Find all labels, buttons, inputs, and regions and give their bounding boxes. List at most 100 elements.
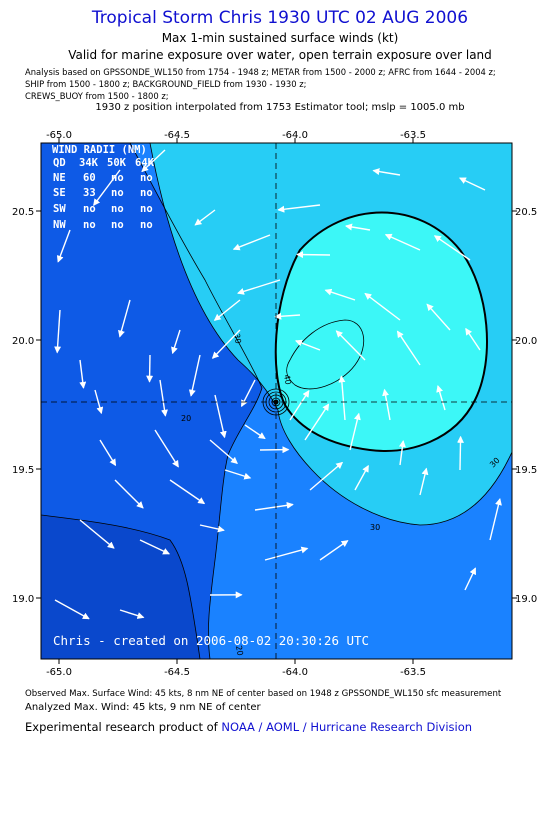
wind-vector-arrow: [398, 440, 406, 466]
wind-radii-cell: no: [140, 187, 153, 199]
y-tick-label-right: 19.0: [515, 594, 537, 605]
wind-radii-cell: no: [111, 172, 124, 184]
wind-vector-arrow: [114, 479, 144, 509]
wind-vector-arrow: [141, 149, 166, 173]
y-tick-label-left: 20.5: [12, 207, 34, 218]
wind-radii-cell: 60: [83, 172, 96, 184]
wind-vector-arrow: [237, 279, 281, 295]
x-tick-label-top: -64.5: [164, 130, 190, 141]
wind-radii-col: QD: [53, 157, 66, 169]
wind-radii-cell: no: [111, 203, 124, 215]
wind-vector-arrow: [349, 412, 361, 451]
x-tick-label-bottom: -65.0: [46, 667, 72, 678]
wind-vector-arrow: [224, 469, 252, 480]
wind-vector-arrow: [489, 498, 502, 541]
wind-radii-cell: 33: [83, 187, 96, 199]
wind-vector-arrow: [154, 429, 179, 468]
wind-vector-arrow: [118, 299, 131, 338]
credit-prefix: Experimental research product of: [25, 720, 218, 734]
wind-vector-arrow: [277, 204, 321, 213]
map-subtitle: Max 1-min sustained surface winds (kt): [161, 31, 399, 45]
contour-label: 20: [234, 645, 245, 657]
wind-vector-arrow: [309, 461, 344, 491]
wind-vector-arrow: [244, 424, 266, 440]
x-tick-label-bottom: -64.0: [282, 667, 308, 678]
analysis-sources-line-3: CREWS_BUOY from 1500 - 1800 z;: [25, 91, 169, 101]
wind-vector-arrow: [99, 439, 117, 467]
contour-label: 30: [232, 333, 243, 345]
wind-radii-cell: SW: [53, 203, 66, 215]
wind-vector-arrow: [433, 235, 471, 261]
x-tick-label-top: -65.0: [46, 130, 72, 141]
wind-radii-cell: SE: [53, 187, 66, 199]
wind-vector-arrow: [426, 303, 451, 331]
analysis-sources-line-2: SHIP from 1500 - 1800 z; BACKGROUND_FIEL…: [25, 79, 307, 89]
wind-vector-arrow: [436, 385, 446, 411]
contour-20-south: [41, 514, 201, 659]
x-tick-label-bottom: -64.5: [164, 667, 190, 678]
wind-vector-arrow: [372, 168, 401, 176]
wind-vector-arrow: [93, 169, 121, 207]
wind-vector-arrow: [464, 567, 477, 591]
wind-vector-arrow: [465, 327, 481, 351]
wind-vector-arrow: [94, 389, 104, 415]
wind-vector-arrow: [289, 390, 310, 421]
contour-20: [129, 143, 263, 659]
wind-radii-col: 34K: [79, 157, 99, 169]
wind-vector-arrow: [419, 467, 429, 496]
wind-radii-cell: no: [83, 219, 96, 231]
contour-inner: [286, 319, 364, 390]
map-frame: [40, 142, 513, 660]
y-tick-label-left: 19.0: [12, 594, 34, 605]
wind-vector-arrow: [338, 375, 346, 421]
wind-vector-arrow: [296, 251, 331, 259]
wind-vector-arrow: [396, 330, 421, 366]
wind-vector-arrow: [213, 299, 241, 321]
contour-40: [274, 211, 488, 452]
x-tick-label-top: -63.5: [400, 130, 426, 141]
wind-vector-arrow: [274, 312, 301, 320]
wind-vector-arrow: [171, 329, 181, 355]
wind-radii-cell: no: [111, 219, 124, 231]
validity-note: Valid for marine exposure over water, op…: [68, 48, 492, 62]
wind-radii-cell: no: [140, 203, 153, 215]
wind-vector-arrow: [209, 439, 238, 465]
contour-label: 40: [282, 374, 293, 386]
contour-label: 20: [181, 414, 191, 423]
wind-vector-arrow: [382, 388, 391, 421]
wind-radii-col: 64K: [135, 157, 155, 169]
wind-vector-arrow: [294, 339, 321, 351]
position-note: 1930 z position interpolated from 1753 E…: [95, 102, 465, 113]
wind-vector-arrow: [79, 359, 87, 389]
analyzed-max-wind: Analyzed Max. Wind: 45 kts, 9 nm NE of c…: [25, 702, 261, 713]
wind-vector-arrow: [188, 354, 201, 397]
wind-vector-arrow: [324, 288, 356, 301]
contour-label: 30: [370, 523, 380, 532]
wind-radii-cell: no: [83, 203, 96, 215]
y-tick-label-left: 20.0: [12, 336, 34, 347]
map-credit: Chris - created on 2006-08-02 20:30:26 U…: [53, 633, 369, 648]
wind-vector-arrow: [345, 223, 371, 231]
wind-vector-arrow: [319, 540, 349, 561]
wind-radii-cell: no: [140, 172, 153, 184]
wind-vector-arrow: [335, 330, 366, 361]
wind-field: 20 30 40 30 30 20 Chris - created on 200…: [41, 143, 512, 659]
wind-vector-arrow: [169, 479, 206, 505]
axis-ticks: [36, 138, 517, 664]
wind-radii-cell: NW: [53, 219, 66, 231]
wind-vector-arrow: [139, 539, 171, 555]
wind-vector-arrow: [119, 609, 145, 619]
wind-vector-arrow: [458, 177, 486, 191]
wind-radii-col: 50K: [107, 157, 127, 169]
map-title: Tropical Storm Chris 1930 UTC 02 AUG 200…: [91, 8, 469, 28]
x-tick-labels: -65.0 -64.5 -64.0 -63.5 -65.0 -64.5 -64.…: [46, 130, 426, 678]
wind-vector-arrow: [146, 354, 154, 383]
wind-vector-arrow: [159, 379, 168, 417]
x-tick-label-top: -64.0: [282, 130, 308, 141]
y-tick-label-left: 19.5: [12, 465, 34, 476]
y-tick-label-right: 20.0: [515, 336, 537, 347]
wind-radii-cell: NE: [53, 172, 66, 184]
analysis-sources-line-1: Analysis based on GPSSONDE_WL150 from 17…: [25, 67, 496, 77]
wind-vector-arrow: [54, 599, 90, 620]
